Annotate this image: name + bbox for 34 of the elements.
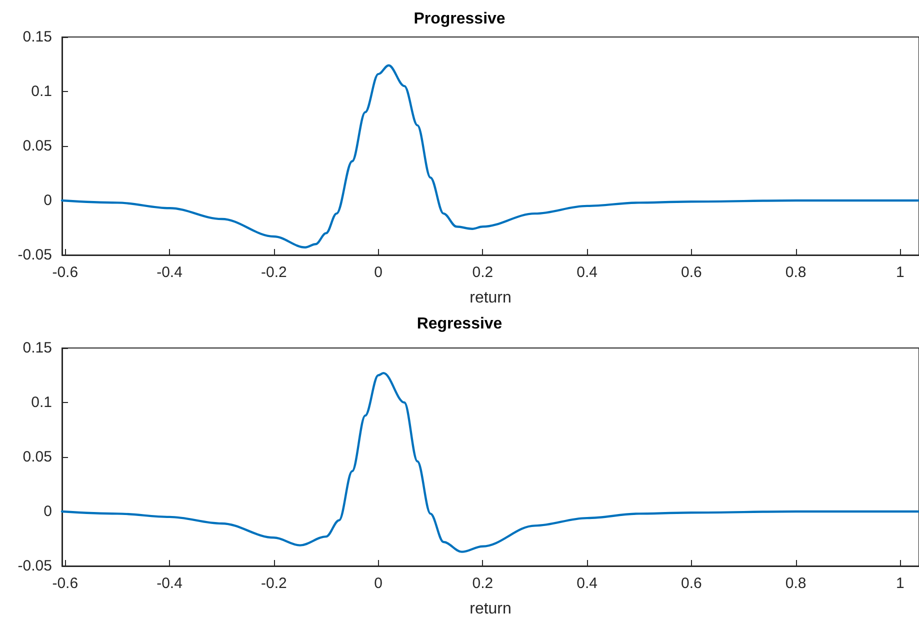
chart-title: Progressive [414,10,506,28]
chart-title: Regressive [416,316,502,332]
x-axis-title: return [470,600,512,618]
y-tick-label: 0.05 [22,138,52,154]
x-tick-label: -0.4 [156,264,182,281]
x-tick-label: 0.2 [472,264,494,281]
x-tick-label: 0.6 [681,264,702,281]
y-tick-label: 0.15 [22,340,52,356]
y-tick-label: 0 [44,192,52,209]
y-tick-label: 0.05 [22,448,52,466]
x-tick-label: 0.2 [472,575,494,592]
y-tick-label: 0.1 [31,394,52,411]
y-tick-label: 0.15 [22,28,52,46]
y-tick-label: 0.1 [31,83,52,100]
x-tick-label: 0 [374,575,382,592]
x-tick-label: 0.8 [785,264,806,281]
x-tick-label: -0.2 [260,575,287,592]
y-tick-label: -0.05 [18,558,52,574]
x-tick-label: -0.4 [156,575,182,592]
x-tick-label: -0.6 [52,264,78,281]
x-tick-label: 1 [896,575,904,592]
x-tick-label: 0.6 [681,575,702,592]
x-tick-label: -0.6 [52,575,78,592]
y-tick-label: -0.05 [18,246,52,264]
y-tick-label: 0 [44,503,52,520]
line-series [60,64,919,248]
line-series [60,372,919,553]
x-tick-label: 0 [374,264,382,281]
x-tick-label: 0.4 [576,264,598,281]
x-tick-label: 1 [896,264,904,281]
x-tick-label: 0.8 [785,575,806,592]
x-tick-label: -0.2 [260,264,287,281]
x-tick-label: 0.4 [576,575,598,592]
x-axis-title: return [470,290,512,306]
